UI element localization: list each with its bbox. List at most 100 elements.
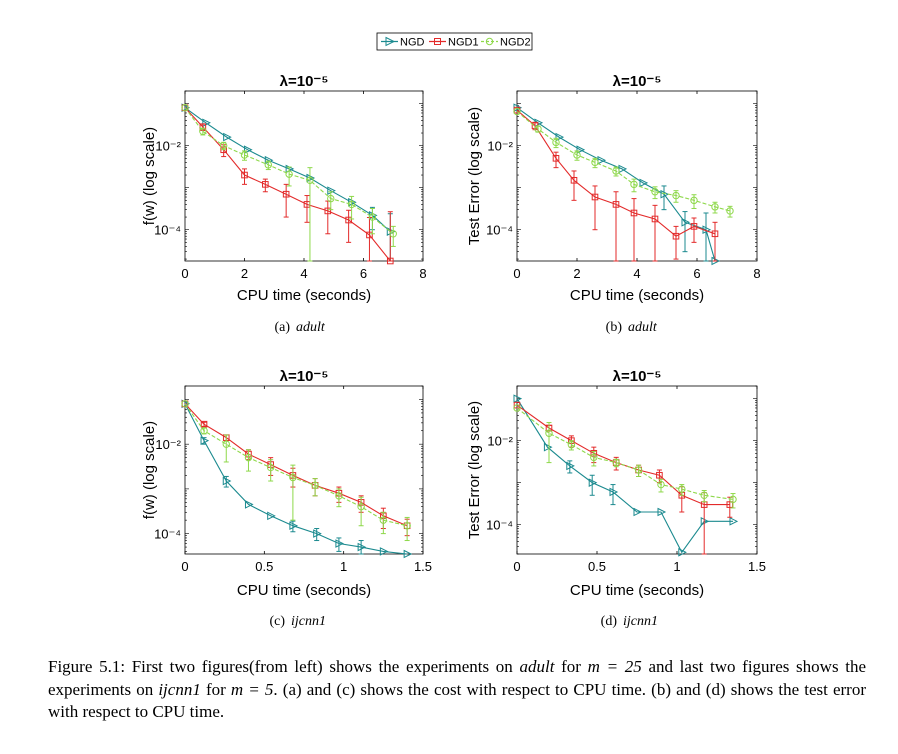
x-tick-label: 1.5 bbox=[748, 559, 766, 574]
data-point-circle bbox=[389, 230, 397, 238]
panel-c-ylabel: f(w) (log scale) bbox=[141, 421, 158, 519]
data-point-square bbox=[612, 201, 620, 208]
panel-d-plot: 0 0.5 1 1.5 10⁻⁴ 10⁻² bbox=[486, 385, 766, 574]
data-point-square bbox=[651, 215, 659, 223]
x-tick-label: 6 bbox=[693, 266, 700, 281]
data-point-triangle bbox=[588, 478, 598, 487]
panel-d-title: λ=10⁻⁵ bbox=[613, 368, 662, 385]
data-point-square bbox=[513, 401, 521, 409]
data-point-circle bbox=[289, 473, 297, 482]
data-point-triangle bbox=[403, 549, 413, 559]
x-tick-label: 0.5 bbox=[588, 559, 606, 574]
panel-d: λ=10⁻⁵ 0 0.5 1 1.5 10⁻⁴ 10⁻² CPU time (second… bbox=[466, 368, 766, 629]
data-point-circle bbox=[729, 495, 737, 504]
data-point-square bbox=[711, 230, 719, 238]
data-point-triangle bbox=[566, 461, 575, 471]
data-point-triangle bbox=[222, 476, 232, 486]
x-tick-label: 6 bbox=[360, 266, 367, 281]
data-point-triangle bbox=[267, 511, 276, 521]
data-point-circle bbox=[651, 188, 659, 196]
series-line-ngd2 bbox=[184, 403, 408, 527]
data-point-square bbox=[552, 155, 560, 162]
panel-b-subcaption-label: (b) bbox=[606, 320, 623, 335]
data-point-circle bbox=[591, 158, 599, 167]
panel-c-xlabel: CPU time (seconds) bbox=[237, 582, 371, 599]
data-point-square bbox=[386, 257, 394, 265]
panel-b-title: λ=10⁻⁵ bbox=[613, 73, 662, 90]
data-point-square bbox=[366, 231, 373, 239]
data-point-circle bbox=[240, 151, 249, 159]
panel-d-ylabel: Test Error (log scale) bbox=[466, 401, 483, 539]
x-tick-label: 1 bbox=[340, 559, 347, 574]
data-point-circle bbox=[335, 492, 343, 500]
caption-text-1: First two figures(from left) shows the e… bbox=[125, 657, 520, 676]
data-point-circle bbox=[590, 453, 598, 462]
series-line-ngd bbox=[516, 398, 733, 554]
y-tick-label: 10⁻⁴ bbox=[486, 518, 513, 533]
data-point-triangle bbox=[639, 178, 649, 188]
data-point-triangle bbox=[576, 145, 586, 155]
panel-a-plot: 0 2 4 6 8 10⁻⁴ 10⁻² bbox=[154, 90, 427, 281]
data-point-circle bbox=[657, 480, 665, 489]
panel-a: λ=10⁻⁵ 0 2 4 6 810⁻⁴10⁻² CPU time (seconds) … bbox=[141, 73, 427, 335]
data-point-circle bbox=[690, 196, 698, 205]
x-tick-label: 0 bbox=[181, 266, 188, 281]
data-point-triangle bbox=[657, 507, 667, 517]
panel-a-subcaption-dataset: adult bbox=[296, 320, 326, 335]
x-tick-label: 2 bbox=[573, 266, 580, 281]
caption-m-ijcnn1: m = 5 bbox=[230, 679, 274, 699]
data-point-triangle bbox=[681, 217, 691, 227]
x-tick-label: 0.5 bbox=[255, 559, 273, 574]
x-tick-label: 8 bbox=[753, 266, 760, 281]
data-point-triangle bbox=[335, 539, 345, 548]
panel-c-plot: 0 0.5 1 1.5 10⁻⁴ 10⁻² bbox=[154, 385, 432, 574]
data-point-circle bbox=[403, 522, 411, 530]
data-point-triangle bbox=[313, 529, 322, 538]
caption-text-3: and last two figures shows the experimen… bbox=[48, 657, 867, 699]
legend-label-ngd: NGD bbox=[400, 37, 425, 49]
data-point-circle bbox=[513, 404, 521, 412]
data-point-triangle bbox=[223, 132, 232, 142]
panel-c-subcaption-dataset: ijcnn1 bbox=[291, 614, 326, 629]
data-point-circle bbox=[222, 440, 230, 448]
data-point-circle bbox=[306, 176, 314, 184]
caption-m-adult: m = 25 bbox=[587, 657, 642, 676]
data-point-triangle bbox=[357, 542, 367, 552]
data-point-circle bbox=[726, 207, 734, 215]
y-tick-label: 10⁻⁴ bbox=[154, 527, 181, 542]
data-point-triangle bbox=[678, 547, 687, 557]
data-point-circle bbox=[634, 466, 643, 474]
panel-b-xlabel: CPU time (seconds) bbox=[570, 287, 704, 304]
figure-canvas: NGD NGD1 NGD2 λ=10⁻⁵ 0 2 4 6 8 10⁻⁴ 10⁻² CPU t… bbox=[141, 32, 766, 629]
caption-text-4: for bbox=[200, 679, 231, 699]
legend-box bbox=[376, 32, 533, 51]
panel-c-subcaption-label: (c) bbox=[269, 614, 285, 629]
panel-c-title: λ=10⁻⁵ bbox=[280, 368, 329, 385]
legend-label-ngd1: NGD1 bbox=[448, 37, 479, 49]
data-point-triangle bbox=[243, 145, 253, 155]
data-point-circle bbox=[285, 170, 293, 178]
series-line-ngd2 bbox=[516, 111, 731, 212]
x-tick-label: 1.5 bbox=[414, 559, 432, 574]
data-point-circle bbox=[612, 167, 620, 175]
data-point-circle bbox=[545, 429, 553, 437]
data-point-circle bbox=[347, 200, 356, 209]
data-point-triangle bbox=[244, 500, 254, 509]
data-point-square bbox=[656, 471, 663, 479]
series-line-ngd bbox=[516, 107, 716, 262]
data-point-circle bbox=[513, 107, 521, 116]
data-point-triangle bbox=[729, 517, 739, 526]
data-point-circle bbox=[630, 180, 638, 189]
data-point-square bbox=[241, 171, 248, 179]
data-point-circle bbox=[244, 453, 253, 462]
data-point-circle bbox=[700, 491, 708, 499]
data-point-triangle bbox=[513, 394, 523, 403]
series-line-ngd1 bbox=[184, 403, 408, 527]
data-point-circle bbox=[199, 127, 207, 135]
y-tick-label: 10⁻⁴ bbox=[486, 223, 513, 238]
series-line-ngd2 bbox=[516, 407, 734, 500]
panel-b-subcaption-dataset: adult bbox=[628, 320, 658, 335]
data-point-square bbox=[200, 420, 208, 428]
x-tick-label: 0 bbox=[513, 559, 520, 574]
x-tick-label: 2 bbox=[241, 266, 248, 281]
